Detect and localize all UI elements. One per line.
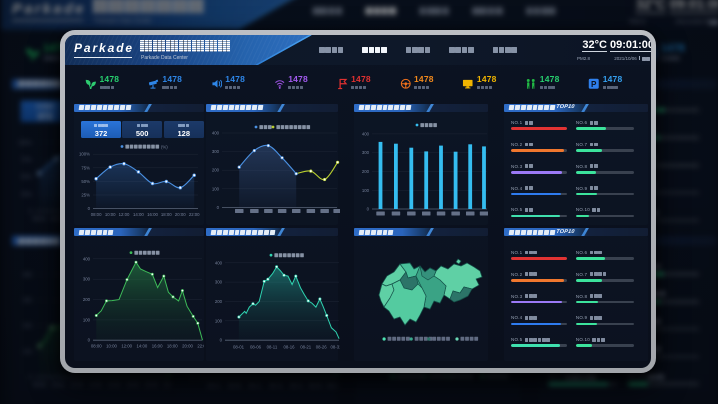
- svg-text:16:00: 16:00: [147, 212, 158, 217]
- svg-text:0: 0: [367, 207, 370, 212]
- svg-text:08-11: 08-11: [267, 345, 278, 350]
- svg-text:50%: 50%: [21, 175, 32, 181]
- svg-text:0: 0: [191, 375, 194, 381]
- svg-text:400: 400: [23, 273, 32, 279]
- svg-text:10:00: 10:00: [50, 216, 63, 222]
- svg-text:0: 0: [217, 205, 220, 210]
- svg-text:25%: 25%: [81, 193, 90, 198]
- svg-text:100%: 100%: [79, 152, 90, 157]
- svg-text:10:00: 10:00: [106, 344, 117, 349]
- svg-text:08-31: 08-31: [327, 384, 339, 390]
- svg-text:12:00: 12:00: [119, 212, 130, 217]
- svg-text:08-01: 08-01: [233, 345, 245, 350]
- svg-text:08-01: 08-01: [207, 384, 221, 390]
- svg-text:400: 400: [215, 261, 223, 266]
- svg-text:14:00: 14:00: [89, 383, 102, 389]
- svg-text:08-16: 08-16: [284, 345, 296, 350]
- svg-text:200: 200: [83, 297, 91, 302]
- svg-text:20:00: 20:00: [175, 212, 186, 217]
- svg-text:12:00: 12:00: [121, 344, 132, 349]
- svg-text:18:00: 18:00: [161, 212, 172, 217]
- svg-text:100: 100: [23, 350, 32, 356]
- svg-text:0: 0: [29, 209, 32, 215]
- svg-text:16:00: 16:00: [107, 383, 120, 389]
- svg-text:20:00: 20:00: [145, 383, 158, 389]
- svg-text:100: 100: [212, 186, 220, 191]
- svg-text:300: 300: [362, 150, 370, 155]
- svg-text:300: 300: [212, 149, 220, 154]
- svg-text:P: P: [591, 80, 597, 89]
- svg-text:400: 400: [362, 131, 370, 136]
- svg-text:100: 100: [362, 188, 370, 193]
- svg-text:0: 0: [88, 206, 91, 211]
- svg-text:08:00: 08:00: [33, 383, 46, 389]
- svg-text:08-16: 08-16: [269, 384, 283, 390]
- svg-text:0: 0: [220, 338, 223, 343]
- svg-text:08-31: 08-31: [331, 345, 341, 350]
- svg-text:100: 100: [83, 318, 91, 323]
- svg-text:08-26: 08-26: [316, 345, 328, 350]
- svg-text:18:00: 18:00: [167, 344, 178, 349]
- svg-text:50%: 50%: [81, 179, 90, 184]
- svg-text:22:00: 22:00: [163, 383, 171, 389]
- svg-text:08:00: 08:00: [91, 344, 102, 349]
- svg-text:22:00: 22:00: [189, 212, 200, 217]
- svg-text:12:00: 12:00: [70, 383, 83, 389]
- svg-text:08:00: 08:00: [91, 212, 102, 217]
- svg-text:200: 200: [215, 299, 223, 304]
- svg-text:08-26: 08-26: [309, 384, 323, 390]
- svg-text:200: 200: [362, 169, 370, 174]
- svg-text:08-21: 08-21: [290, 384, 304, 390]
- svg-text:100: 100: [215, 319, 223, 324]
- svg-text:08-06: 08-06: [228, 384, 242, 390]
- svg-text:400: 400: [83, 257, 91, 262]
- svg-text:14:00: 14:00: [133, 212, 144, 217]
- svg-text:200: 200: [23, 324, 32, 330]
- svg-text:08-11: 08-11: [248, 384, 261, 390]
- svg-text:300: 300: [215, 280, 223, 285]
- svg-text:(%): (%): [161, 144, 168, 149]
- svg-text:14:00: 14:00: [137, 344, 148, 349]
- svg-text:0: 0: [88, 338, 91, 343]
- svg-text:200: 200: [212, 168, 220, 173]
- svg-text:25%: 25%: [21, 192, 32, 198]
- svg-text:75%: 75%: [81, 165, 90, 170]
- svg-text:08:00: 08:00: [33, 216, 46, 222]
- svg-text:75%: 75%: [21, 157, 32, 163]
- svg-text:400: 400: [212, 131, 220, 136]
- svg-text:16:00: 16:00: [152, 344, 163, 349]
- svg-text:0: 0: [29, 375, 32, 381]
- svg-text:18:00: 18:00: [126, 383, 139, 389]
- svg-text:100%: 100%: [18, 140, 32, 146]
- svg-text:20:00: 20:00: [182, 344, 193, 349]
- svg-text:300: 300: [23, 299, 32, 305]
- svg-text:08-21: 08-21: [300, 345, 312, 350]
- svg-text:22:00: 22:00: [197, 344, 204, 349]
- svg-text:300: 300: [83, 277, 91, 282]
- svg-text:10:00: 10:00: [51, 383, 64, 389]
- svg-text:08-06: 08-06: [250, 345, 262, 350]
- svg-text:10:00: 10:00: [105, 212, 116, 217]
